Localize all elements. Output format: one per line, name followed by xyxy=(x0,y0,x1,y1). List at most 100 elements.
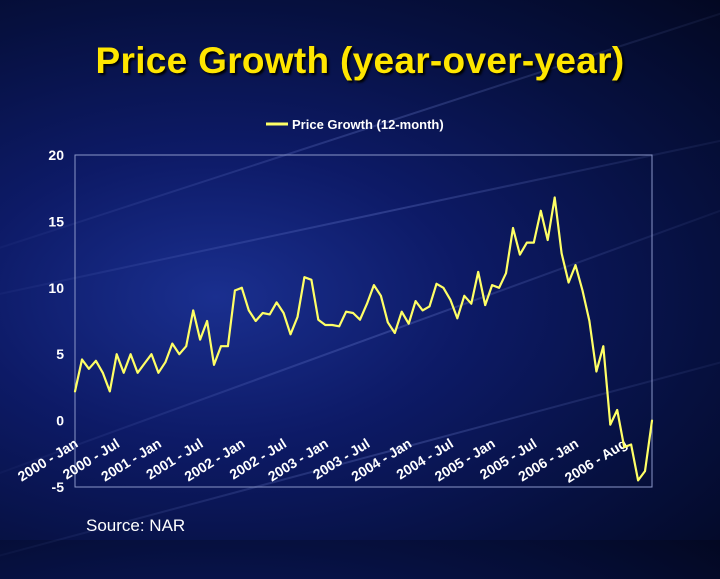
y-tick-label: 0 xyxy=(56,413,64,429)
data-point xyxy=(122,371,125,374)
data-point xyxy=(366,302,368,305)
data-point xyxy=(185,345,188,348)
data-point xyxy=(644,470,646,472)
data-point xyxy=(532,241,535,244)
data-point xyxy=(157,371,160,374)
data-point xyxy=(303,276,306,279)
data-point xyxy=(373,284,375,287)
chart-axes xyxy=(74,154,653,488)
data-point xyxy=(275,301,278,304)
y-tick-label: 10 xyxy=(48,280,64,296)
data-point xyxy=(359,318,361,321)
data-point xyxy=(428,305,431,308)
data-point xyxy=(261,312,264,314)
data-point xyxy=(421,309,424,312)
data-point xyxy=(227,345,229,348)
data-point xyxy=(213,363,215,366)
data-point xyxy=(101,371,104,374)
data-point xyxy=(379,294,382,297)
data-point xyxy=(192,309,195,312)
series-line xyxy=(73,196,654,482)
data-point xyxy=(567,281,570,284)
data-point xyxy=(150,353,153,356)
data-point xyxy=(178,353,181,356)
y-tick-label: 20 xyxy=(48,147,64,163)
data-point xyxy=(525,241,528,244)
series-layer xyxy=(73,196,654,482)
data-point xyxy=(630,443,633,446)
data-point xyxy=(616,409,619,411)
data-point xyxy=(296,316,299,318)
data-point xyxy=(338,325,341,328)
data-point xyxy=(143,362,146,365)
data-point xyxy=(206,320,208,322)
y-tick-label: 15 xyxy=(48,213,64,229)
data-point xyxy=(602,345,605,348)
data-point xyxy=(407,322,410,325)
data-point xyxy=(199,338,202,341)
data-point xyxy=(164,361,167,364)
data-point xyxy=(435,282,438,285)
plot-frame xyxy=(74,154,653,488)
data-point xyxy=(637,479,639,482)
data-point xyxy=(108,390,111,393)
data-point xyxy=(463,294,466,297)
data-point xyxy=(623,446,626,449)
data-point xyxy=(352,312,354,314)
data-point xyxy=(477,270,480,273)
data-point xyxy=(400,310,403,313)
data-point xyxy=(331,324,334,326)
data-point xyxy=(539,209,542,212)
data-point xyxy=(512,227,514,229)
source-note: Source: NAR xyxy=(86,516,186,535)
data-point xyxy=(484,304,487,306)
data-point xyxy=(324,324,327,326)
y-tick-labels: -5 0 5 10 15 20 xyxy=(48,147,64,495)
data-point xyxy=(282,312,285,314)
data-point xyxy=(289,333,292,336)
data-point xyxy=(553,196,556,199)
data-point xyxy=(574,264,577,267)
data-point xyxy=(88,367,90,370)
data-point xyxy=(233,289,236,292)
data-point xyxy=(94,359,97,362)
data-point xyxy=(651,419,653,422)
data-point xyxy=(595,370,598,373)
data-point xyxy=(345,310,348,313)
data-point xyxy=(546,239,549,241)
slide-title: Price Growth (year-over-year) xyxy=(95,40,625,81)
data-point xyxy=(588,320,591,322)
data-point xyxy=(560,252,563,255)
data-point xyxy=(115,353,118,356)
legend: Price Growth (12-month) xyxy=(266,117,444,132)
data-point xyxy=(491,284,494,287)
data-point xyxy=(581,289,584,292)
data-point xyxy=(171,342,174,345)
legend-label: Price Growth (12-month) xyxy=(292,117,444,132)
data-point xyxy=(310,278,313,281)
data-point xyxy=(519,253,521,256)
data-point xyxy=(505,272,507,275)
data-point xyxy=(456,317,459,320)
data-point xyxy=(74,390,76,393)
data-point xyxy=(498,286,500,289)
data-point xyxy=(247,309,250,312)
data-point xyxy=(609,423,612,426)
data-point xyxy=(317,318,320,321)
data-point xyxy=(240,286,243,289)
data-point xyxy=(414,300,417,302)
data-point xyxy=(470,302,473,305)
data-point xyxy=(136,371,139,374)
data-point xyxy=(220,345,222,348)
data-point xyxy=(442,286,445,289)
data-point xyxy=(393,332,396,334)
data-point xyxy=(268,313,271,316)
data-point xyxy=(129,353,132,356)
data-point xyxy=(386,321,389,324)
y-tick-label: -5 xyxy=(52,479,65,495)
data-point xyxy=(254,320,257,322)
data-point xyxy=(81,358,83,361)
data-point xyxy=(449,298,452,301)
